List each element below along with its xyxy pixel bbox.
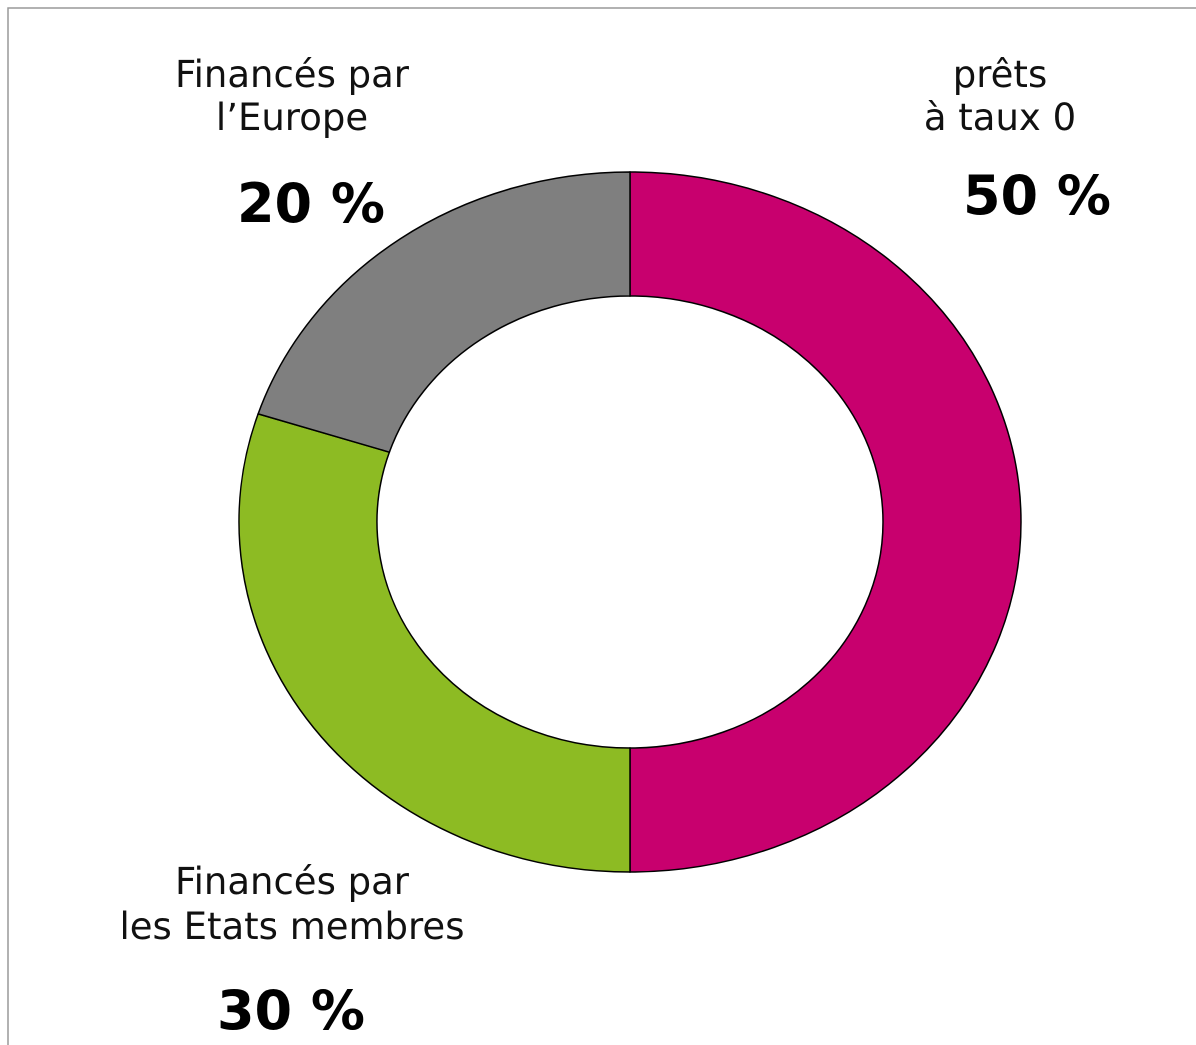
slice-label: à taux 0 [924,96,1076,139]
slice-label: Financés par [175,860,410,903]
value-label: 20 % [237,172,385,235]
slice-label: Financés par [175,53,410,96]
frame [7,7,1196,1045]
value-label: 30 % [217,979,365,1042]
donut-segment [238,412,631,873]
donut-segment [629,171,1022,873]
donut-segment [257,171,631,454]
slice-label: les Etats membres [120,905,465,948]
value-label: 50 % [963,164,1111,227]
slice-label: prêts [953,53,1047,96]
slice-label: l’Europe [216,96,368,139]
